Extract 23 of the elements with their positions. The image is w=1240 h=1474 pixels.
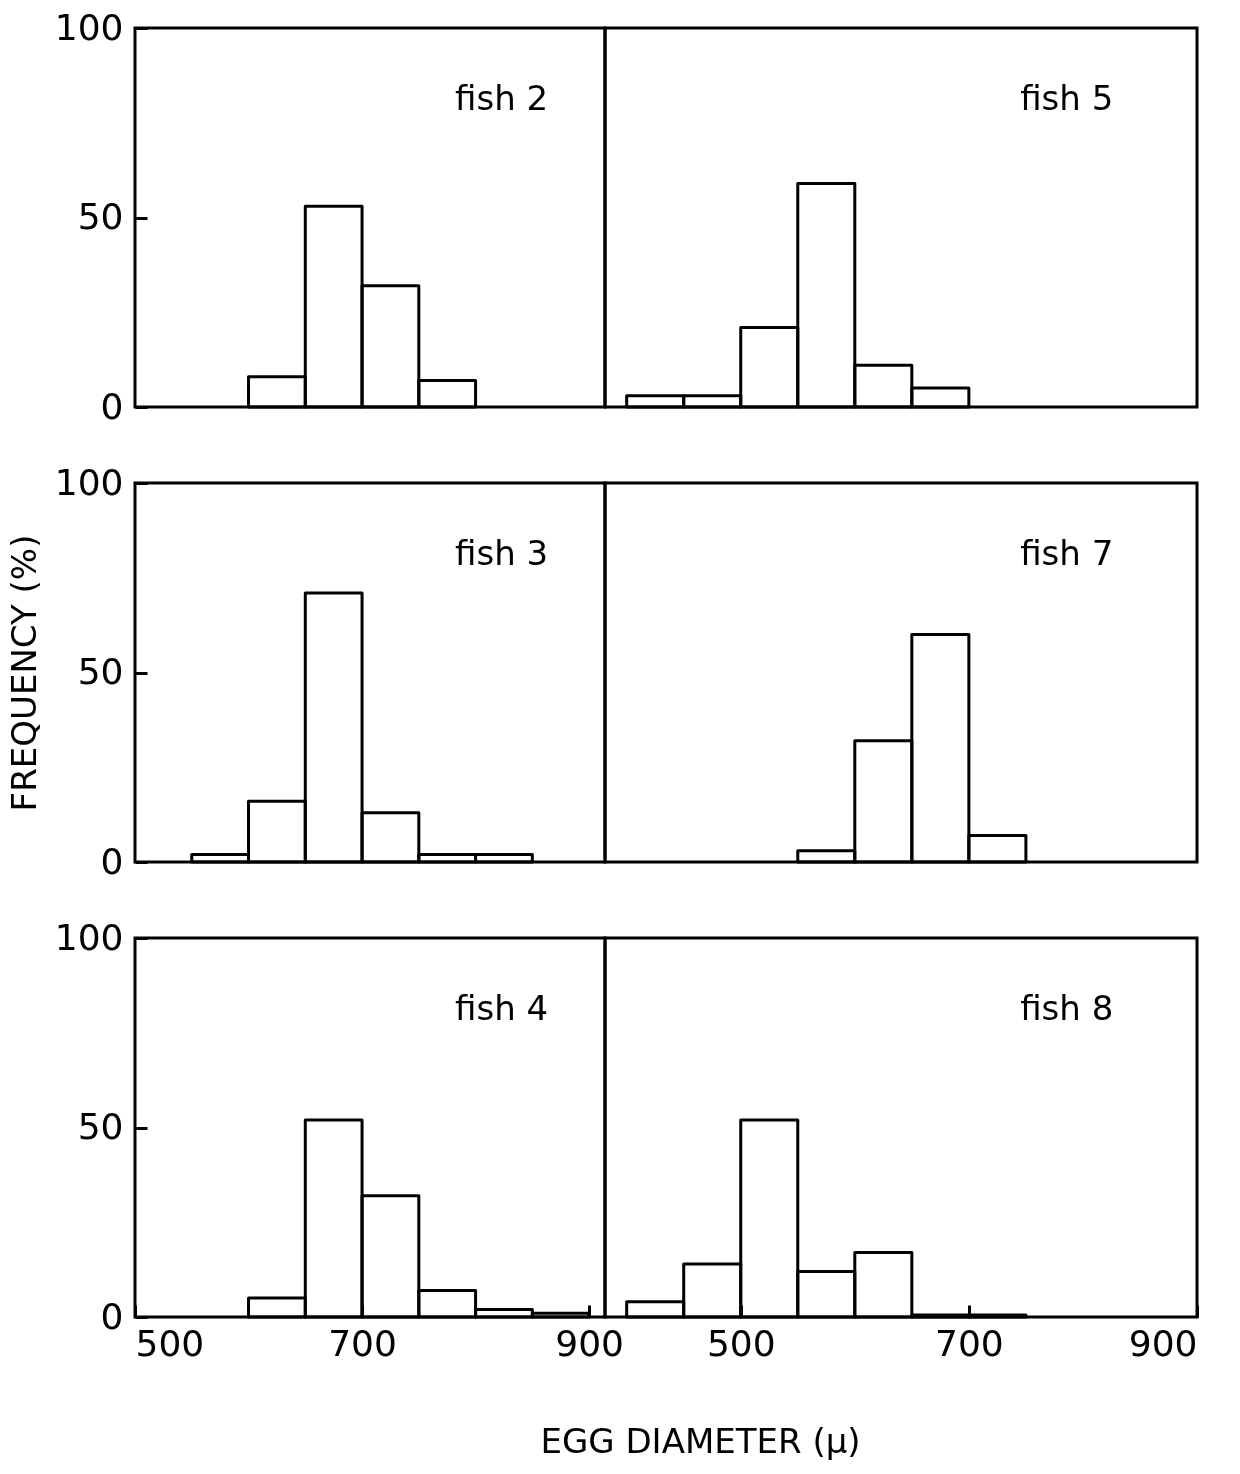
y-tick-label: 100 <box>54 6 124 48</box>
x-tick-label: 900 <box>1128 1322 1198 1364</box>
annotation: fish 8 <box>1020 988 1114 1028</box>
y-tick-label: 100 <box>54 461 124 503</box>
y-tick-label: 50 <box>77 196 124 237</box>
annotation: fish 4 <box>455 988 549 1028</box>
x-tick-label: 500 <box>706 1322 776 1364</box>
y-axis-title: FREQUENCY (%) <box>3 534 44 812</box>
annotation: fish 5 <box>1020 78 1114 118</box>
annotation: fish 2 <box>455 78 549 118</box>
y-tick-label: 0 <box>100 1295 124 1337</box>
y-tick-label: 0 <box>100 840 124 882</box>
x-tick-label: 700 <box>935 1322 1004 1364</box>
x-tick-label: 700 <box>328 1322 397 1364</box>
x-tick-label: 900 <box>555 1322 624 1364</box>
y-tick-label: 50 <box>77 651 124 692</box>
y-tick-label: 50 <box>77 1106 124 1147</box>
x-tick-label: 500 <box>135 1322 205 1364</box>
x-axis-title: EGG DIAMETER (μ) <box>540 1420 861 1461</box>
y-tick-label: 0 <box>100 385 124 427</box>
annotation: fish 3 <box>455 533 549 573</box>
y-tick-label: 100 <box>54 916 124 958</box>
annotation: fish 7 <box>1020 533 1114 573</box>
